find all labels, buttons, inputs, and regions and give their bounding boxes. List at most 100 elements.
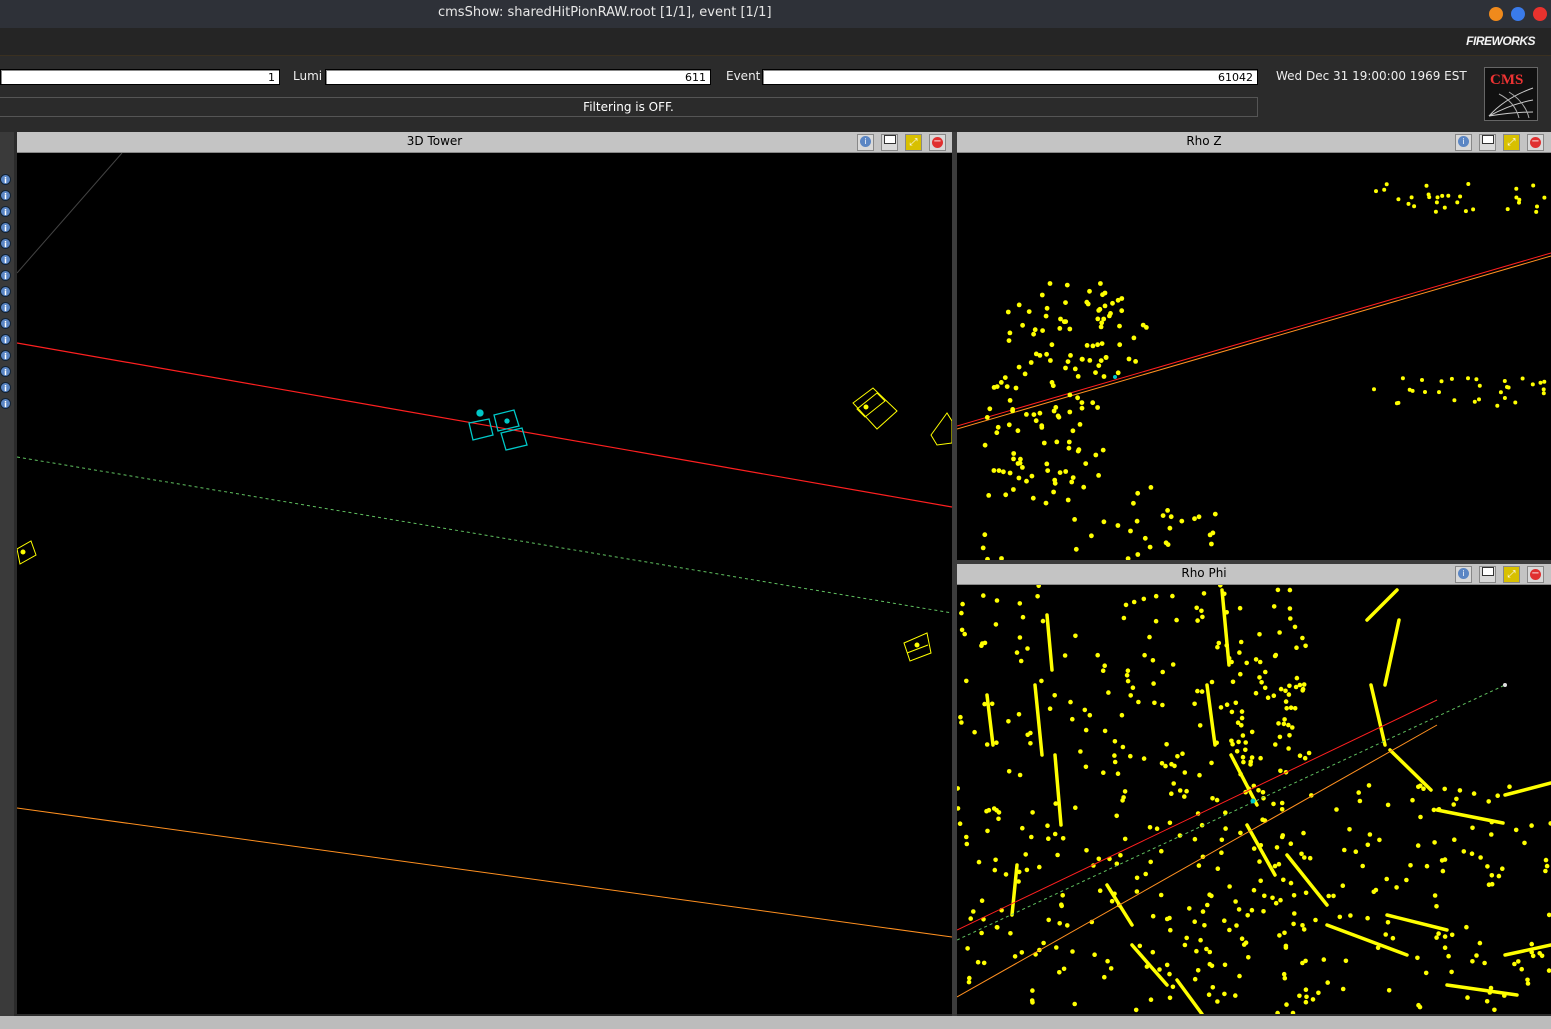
vertical-splitter[interactable] (952, 132, 957, 1016)
info-icon[interactable]: i (857, 134, 874, 151)
info-icon[interactable]: i (0, 366, 11, 377)
info-icon[interactable]: i (0, 270, 11, 281)
hit-point (1238, 639, 1244, 645)
hit-point (1002, 375, 1008, 380)
hit-point (1125, 556, 1131, 560)
hit-point (1424, 183, 1429, 188)
info-icon[interactable]: i (1455, 566, 1472, 583)
hit-point (1290, 725, 1295, 730)
track-orange (957, 255, 1551, 430)
hit-point (1281, 721, 1287, 727)
rho-z-canvas[interactable] (957, 153, 1551, 560)
info-icon[interactable]: i (0, 238, 11, 249)
hit-point (999, 556, 1004, 560)
minimize-window-button[interactable] (1489, 7, 1503, 21)
info-icon[interactable]: i (0, 206, 11, 217)
calo-hit-cyan (1113, 375, 1117, 379)
info-icon[interactable]: i (0, 286, 11, 297)
hit-point (1343, 958, 1349, 964)
hit-point (1278, 768, 1283, 774)
hit-point (1024, 478, 1029, 484)
info-icon[interactable]: i (0, 302, 11, 313)
info-icon[interactable]: i (0, 318, 11, 329)
hit-point (1219, 850, 1224, 855)
hit-point (1030, 810, 1035, 815)
hit-point (1025, 646, 1030, 651)
hit-point (1080, 356, 1085, 362)
hit-point (1032, 327, 1038, 333)
close-window-button[interactable] (1533, 7, 1547, 21)
info-icon[interactable]: i (1455, 134, 1472, 151)
info-icon[interactable]: i (0, 398, 11, 409)
hit-point (982, 442, 988, 448)
hit-point (1455, 200, 1460, 205)
rho-phi-canvas[interactable] (957, 585, 1551, 1014)
maximize-icon[interactable]: ⤢ (1503, 134, 1520, 151)
info-icon[interactable]: i (0, 350, 11, 361)
lumi-field[interactable]: 611 (325, 69, 711, 85)
hit-point (1367, 832, 1373, 837)
close-icon[interactable]: − (929, 134, 946, 151)
hit-point (1075, 395, 1080, 401)
track-green-dashed (957, 684, 1506, 941)
hit-point (1303, 890, 1309, 896)
info-icon[interactable]: i (0, 174, 11, 185)
info-icon[interactable]: i (0, 190, 11, 201)
hit-point (1043, 500, 1049, 506)
hit-point (975, 959, 981, 965)
3d-tower-canvas[interactable] (17, 153, 952, 1014)
hit-point (1530, 953, 1536, 959)
hit-point (1279, 800, 1285, 806)
hit-point (989, 701, 995, 707)
hit-point (1106, 690, 1111, 695)
hit-point (1278, 897, 1283, 903)
filter-status-bar[interactable]: Filtering is OFF. (0, 97, 1258, 117)
hit-segment (1175, 978, 1204, 1014)
hit-point (1251, 887, 1257, 893)
hit-point (1062, 653, 1068, 658)
hit-point (1128, 528, 1133, 534)
hit-point (1051, 408, 1057, 414)
hit-point (1495, 403, 1500, 408)
info-icon[interactable]: i (0, 334, 11, 345)
hit-point (1237, 605, 1243, 611)
hit-point (1436, 931, 1441, 936)
hit-point (1223, 810, 1228, 815)
hit-point (1115, 771, 1121, 776)
undock-icon[interactable] (1479, 134, 1496, 151)
hit-point (1158, 892, 1164, 898)
run-number-field[interactable]: 1 (0, 69, 280, 85)
maximize-window-button[interactable] (1511, 7, 1525, 21)
hit-point (1365, 842, 1371, 848)
hit-point (1454, 796, 1459, 802)
info-icon[interactable]: i (0, 254, 11, 265)
hit-point (1122, 789, 1128, 794)
maximize-icon[interactable]: ⤢ (905, 134, 922, 151)
hit-point (981, 593, 986, 598)
horizontal-splitter[interactable] (957, 560, 1551, 564)
hit-point (1054, 439, 1060, 445)
close-icon[interactable]: − (1527, 566, 1544, 583)
close-icon[interactable]: − (1527, 134, 1544, 151)
hit-point (1237, 973, 1242, 979)
hit-point (1163, 540, 1169, 546)
info-icon[interactable]: i (0, 222, 11, 233)
undock-icon[interactable] (881, 134, 898, 151)
hit-point (1148, 997, 1154, 1002)
info-icon[interactable]: i (0, 382, 11, 393)
hit-point (1236, 907, 1242, 912)
hit-point (1016, 475, 1022, 481)
hit-point (1040, 328, 1045, 333)
hit-point (1482, 960, 1487, 966)
undock-icon[interactable] (1479, 566, 1496, 583)
hit-point (1404, 877, 1409, 883)
hit-point (1239, 715, 1245, 721)
track-red (957, 252, 1551, 427)
hit-point (964, 834, 969, 840)
hit-point (1273, 652, 1279, 658)
event-field[interactable]: 61042 (762, 69, 1258, 85)
hit-point (1434, 200, 1439, 205)
hit-point (1233, 700, 1239, 706)
hit-point (1222, 991, 1227, 997)
maximize-icon[interactable]: ⤢ (1503, 566, 1520, 583)
